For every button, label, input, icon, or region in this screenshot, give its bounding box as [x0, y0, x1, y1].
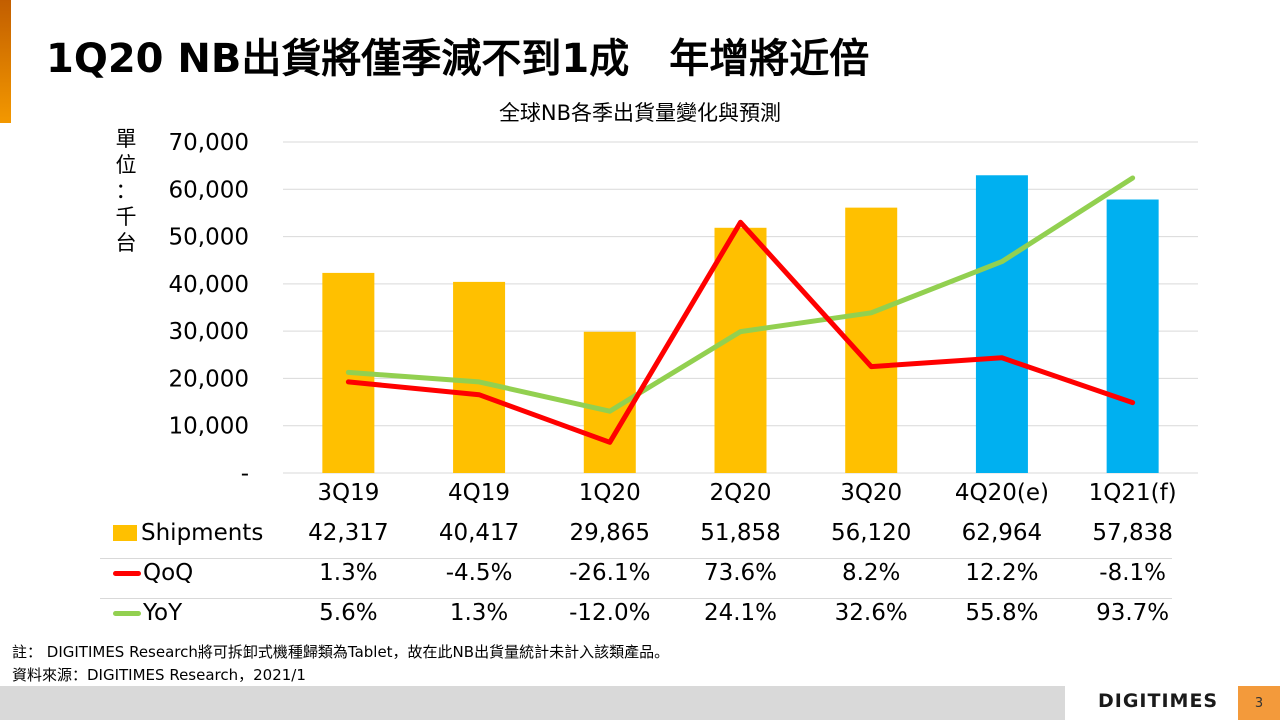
slide-title: 1Q20 NB出貨將僅季減不到1成 年增將近倍: [46, 36, 870, 82]
chart-title: 全球NB各季出貨量變化與預測: [0, 97, 1280, 127]
x-tick-label: 4Q19: [448, 480, 511, 506]
data-label-qoq: 1.3%: [319, 560, 378, 586]
data-label-yoy: 1.3%: [449, 600, 509, 626]
bar-shipments-3Q20: [845, 207, 898, 473]
data-label-shipments: 57,838: [1092, 520, 1173, 546]
x-tick-label: 1Q21(f): [1088, 480, 1177, 506]
table-divider: [100, 558, 1172, 559]
data-label-yoy: 24.1%: [703, 600, 778, 626]
x-tick-label: 3Q20: [840, 480, 903, 506]
y-axis-unit-char: 台: [115, 231, 137, 255]
brand-logo: DIGITIMES: [1098, 690, 1219, 712]
legend-label: Shipments: [141, 520, 264, 546]
data-label-shipments: 40,417: [438, 520, 520, 546]
y-tick-label: 50,000: [169, 225, 249, 251]
y-tick-label: -: [241, 461, 249, 487]
chart-title-text: 全球NB各季出貨量變化與預測: [498, 101, 782, 125]
data-label-shipments: 62,964: [961, 520, 1043, 546]
data-label-yoy: 55.8%: [965, 600, 1039, 626]
y-tick-label: 30,000: [169, 319, 249, 345]
page-number: 3: [1238, 686, 1280, 720]
y-axis-unit-char: 位: [115, 153, 137, 177]
data-label-shipments: 42,317: [308, 520, 389, 546]
x-tick-label: 1Q20: [578, 480, 641, 506]
bar-shipments-2Q20: [714, 227, 767, 473]
bar-shipments-4Q20(e): [975, 175, 1028, 473]
data-label-qoq: 73.6%: [703, 560, 778, 586]
data-label-yoy: 93.7%: [1096, 600, 1170, 626]
y-tick-label: 70,000: [169, 130, 249, 156]
x-tick-label: 3Q19: [317, 480, 380, 506]
data-label-yoy: 32.6%: [834, 600, 908, 626]
y-axis-unit-char: 單: [115, 127, 137, 151]
data-label-shipments: 56,120: [830, 520, 912, 546]
x-tick-label: 4Q20(e): [954, 480, 1049, 506]
legend-swatch: [113, 525, 137, 541]
legend-qoq: QoQ: [113, 560, 193, 586]
data-label-qoq: 12.2%: [965, 560, 1039, 586]
data-label-qoq: -4.5%: [445, 560, 513, 586]
y-tick-label: 40,000: [169, 272, 249, 298]
data-label-qoq: 8.2%: [841, 560, 901, 586]
source-note: 資料來源：DIGITIMES Research，2021/1: [12, 666, 306, 684]
footer-bar: [0, 686, 1065, 720]
y-tick-label: 20,000: [169, 366, 249, 392]
y-axis-unit-char: 千: [115, 205, 137, 229]
data-label-shipments: 29,865: [569, 520, 651, 546]
legend-swatch: [113, 610, 141, 616]
y-tick-label: 10,000: [169, 414, 249, 440]
bar-shipments-1Q21(f): [1106, 199, 1159, 473]
legend-label: QoQ: [143, 560, 194, 586]
data-label-yoy: 5.6%: [319, 600, 378, 626]
legend-swatch: [113, 570, 141, 576]
legend-shipments: Shipments: [113, 520, 263, 546]
legend-yoy: YoY: [113, 600, 182, 626]
table-divider: [100, 598, 1172, 599]
y-axis-unit-char: ：: [115, 179, 137, 203]
data-label-yoy: -12.0%: [569, 600, 651, 626]
x-tick-label: 2Q20: [709, 480, 772, 506]
legend-label: YoY: [143, 600, 183, 626]
data-label-qoq: -8.1%: [1099, 560, 1166, 586]
bar-shipments-4Q19: [453, 281, 506, 473]
footnote: 註： DIGITIMES Research將可拆卸式機種歸類為Tablet，故在…: [12, 643, 670, 661]
y-tick-label: 60,000: [169, 177, 249, 203]
y-axis-unit-label: 單位：千台: [112, 126, 140, 256]
accent-bar: [0, 0, 11, 123]
data-label-qoq: -26.1%: [569, 560, 651, 586]
data-label-shipments: 51,858: [700, 520, 781, 546]
